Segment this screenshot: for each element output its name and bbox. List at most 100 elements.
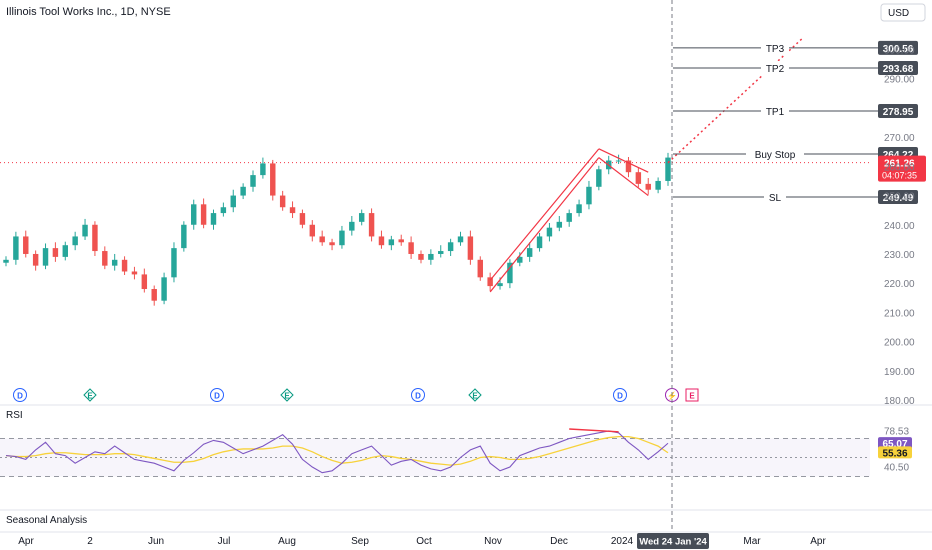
candle <box>32 253 39 266</box>
dividend-marker[interactable] <box>613 388 627 402</box>
time-cursor-badge <box>637 533 709 549</box>
event-letter: E <box>472 392 478 401</box>
candle <box>665 157 671 181</box>
candle <box>181 224 187 249</box>
level-price-label: 293.68 <box>883 64 914 75</box>
candle <box>526 248 533 257</box>
time-cursor-label: Wed 24 Jan '24 <box>639 537 707 548</box>
level-name-label: TP3 <box>766 44 785 55</box>
earnings-upcoming-marker[interactable] <box>685 388 699 402</box>
price-tick-label: 230.00 <box>884 250 915 261</box>
event-letter: E <box>689 392 695 401</box>
candle <box>546 227 553 237</box>
price-tick-label: 290.00 <box>884 75 915 86</box>
level-price-badge <box>878 40 918 55</box>
candle <box>279 195 286 208</box>
time-tick-label: Jul <box>218 536 231 547</box>
time-tick-label: 2024 <box>611 536 634 547</box>
candle <box>566 213 572 222</box>
countdown-label: 04:07:35 <box>882 171 917 181</box>
candle <box>556 221 563 228</box>
candle <box>576 204 582 214</box>
candle <box>408 242 414 254</box>
currency-button[interactable]: USD <box>880 3 926 22</box>
candle <box>102 251 108 266</box>
candle <box>635 172 642 184</box>
candle <box>517 256 523 263</box>
price-tick-label: 180.00 <box>884 396 915 407</box>
earnings-marker[interactable] <box>280 388 294 402</box>
candle <box>586 186 592 205</box>
candle <box>23 236 29 254</box>
time-tick-label: Mar <box>743 536 761 547</box>
level-name-label: SL <box>769 193 782 204</box>
time-tick-label: 2 <box>87 536 93 547</box>
candle <box>131 271 138 275</box>
candle <box>457 236 464 243</box>
candle <box>191 204 197 225</box>
event-letter: D <box>415 392 421 401</box>
level-price-badge <box>878 104 918 119</box>
candle <box>220 207 227 214</box>
rsi-line <box>5 430 669 474</box>
earnings-marker[interactable] <box>468 388 482 402</box>
time-tick-label: Apr <box>810 536 826 547</box>
seasonal-label: Seasonal Analysis <box>6 515 87 526</box>
candle <box>329 242 335 246</box>
channel-upper-line <box>489 148 600 281</box>
level-price-label: 264.22 <box>883 150 914 161</box>
candle <box>92 224 98 252</box>
candle <box>121 259 128 272</box>
dividend-marker[interactable] <box>13 388 27 402</box>
price-tick-label: 240.00 <box>884 221 915 232</box>
candle <box>467 236 474 260</box>
candle <box>299 213 306 225</box>
level-name-label: Buy Stop <box>755 150 796 161</box>
candle <box>319 236 325 243</box>
level-name-label: TP2 <box>766 64 785 75</box>
candle <box>477 259 483 278</box>
last-price-label: 261.26 <box>884 159 915 170</box>
candle <box>507 262 513 284</box>
level-label-bg <box>761 60 789 75</box>
time-tick-label: Jun <box>148 536 164 547</box>
candle <box>418 253 424 260</box>
price-axis[interactable]: 300.00 290.00 270.00 260.00 250.00 240.00 230.… <box>884 46 915 407</box>
rsi-ma-badge <box>878 446 912 459</box>
rsi-value-label: 65.07 <box>882 439 907 450</box>
price-pane[interactable] <box>0 37 870 306</box>
earnings-marker[interactable] <box>83 388 97 402</box>
dividend-marker[interactable] <box>411 388 425 402</box>
candle <box>536 236 543 249</box>
time-tick-label: Aug <box>278 536 296 547</box>
flag-lower-line <box>598 157 649 197</box>
dividend-marker[interactable] <box>210 388 224 402</box>
candle <box>111 259 118 266</box>
level-label-bg <box>761 104 789 119</box>
price-tick-label: 210.00 <box>884 308 915 319</box>
candle <box>447 242 454 252</box>
rsi-ma-line <box>5 435 669 466</box>
rsi-value-badge <box>878 437 912 450</box>
candle <box>161 277 167 301</box>
event-letter: D <box>617 392 623 401</box>
level-label-bg <box>764 190 786 205</box>
candle <box>62 245 69 257</box>
candle <box>42 248 49 266</box>
candle <box>72 236 78 246</box>
time-axis[interactable]: Apr 2 Jun Jul Aug Sep Oct Nov Dec 2024 Mar Apr Wed 2… <box>18 533 826 549</box>
channel-lower-line <box>489 157 600 293</box>
level-price-badge <box>878 60 918 75</box>
time-tick-label: Nov <box>484 536 502 547</box>
rsi-tick-label: 40.50 <box>884 463 909 474</box>
candle <box>339 230 345 246</box>
target-levels: TP3 300.56 TP2 293.68 TP1 278.95 Buy Stop 264.2… <box>673 40 926 205</box>
event-letter: E <box>87 392 93 401</box>
candle <box>240 186 246 196</box>
candle <box>309 224 316 237</box>
candle <box>270 163 276 196</box>
candle <box>52 248 59 257</box>
rsi-ma-label: 55.36 <box>882 448 907 459</box>
